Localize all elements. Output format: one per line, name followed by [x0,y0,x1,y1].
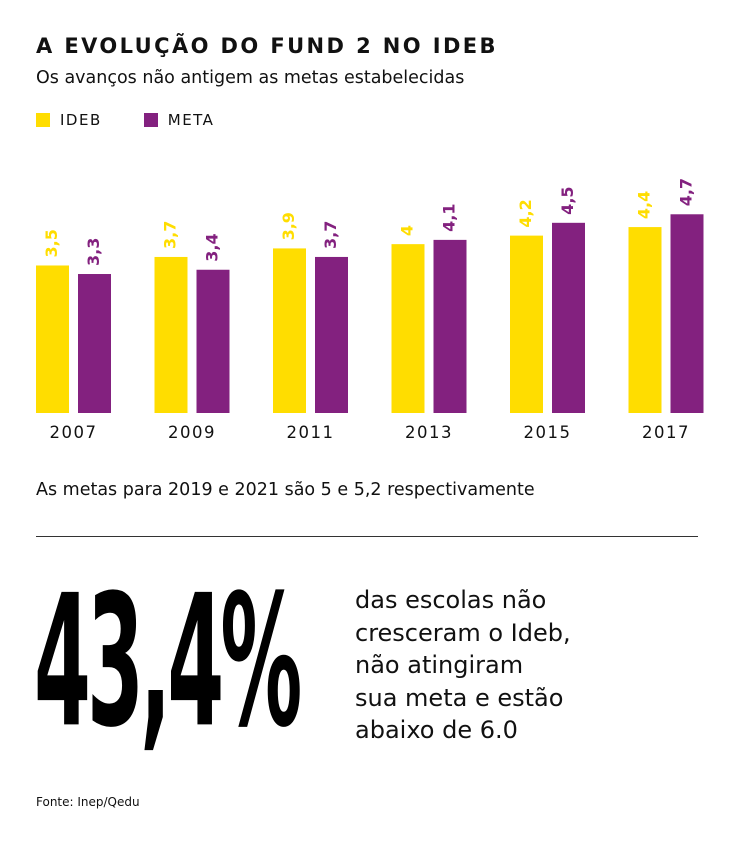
goals-note: As metas para 2019 e 2021 são 5 e 5,2 re… [36,480,535,500]
stat-line: das escolas não [355,586,547,614]
data-label-ideb-2017: 4,4 [635,191,654,219]
bar-meta-2013 [433,239,467,413]
data-label-meta-2007: 3,3 [84,238,103,266]
data-label-ideb-2011: 3,9 [279,212,298,240]
bar-ideb-2007 [36,265,69,413]
bar-ideb-2009 [154,256,188,413]
stat-line: abaixo de 6.0 [355,716,518,744]
bar-meta-2015 [552,222,585,413]
bar-chart: 3,5 3,3 2007 3,7 3,4 2009 3,9 3,7 2011 4 4,1 2013 4,… [36,178,704,442]
bar-ideb-2011 [273,248,306,413]
legend-label-ideb: IDEB [60,111,102,129]
chart-subtitle: Os avanços não antigem as metas estabele… [36,68,465,88]
data-label-meta-2013: 4,1 [440,204,459,232]
data-label-ideb-2013: 4 [398,225,417,236]
source-credit: Fonte: Inep/Qedu [36,795,140,809]
bar-meta-2017 [670,214,704,413]
x-tick-label-2013: 2013 [405,423,453,442]
stat-line: cresceram o Ideb, [355,618,571,647]
x-tick-label-2011: 2011 [287,423,335,442]
legend-swatch-ideb [36,113,50,127]
data-label-meta-2009: 3,4 [203,233,222,261]
stat-line: sua meta e estão [355,683,564,712]
bar-ideb-2015 [510,235,543,413]
x-tick-label-2009: 2009 [168,423,216,442]
legend-swatch-meta [143,113,158,127]
data-label-ideb-2009: 3,7 [161,221,180,249]
chart-title: A EVOLUÇÃO DO FUND 2 NO IDEB [36,34,498,58]
big-stat-value: 43,4% [34,556,302,768]
x-tick-label-2015: 2015 [524,423,572,442]
divider-line [36,536,698,537]
bar-meta-2007 [78,274,111,413]
data-label-meta-2015: 4,5 [558,186,577,214]
bar-meta-2009 [196,269,230,413]
bar-meta-2011 [315,256,348,413]
data-label-meta-2017: 4,7 [677,178,696,206]
x-tick-label-2007: 2007 [50,423,98,442]
legend-item-meta: META [143,111,215,129]
legend-label-meta: META [167,111,215,129]
legend: IDEB META [36,111,214,129]
bar-ideb-2013 [391,244,425,413]
data-label-meta-2011: 3,7 [321,221,340,249]
stat-description: das escolas não cresceram o Ideb, não at… [355,584,715,747]
stat-line: não atingiram [355,651,524,679]
legend-item-ideb: IDEB [36,111,102,129]
data-label-ideb-2015: 4,2 [516,199,535,227]
data-label-ideb-2007: 3,5 [42,229,61,257]
bar-ideb-2017 [628,227,662,413]
x-tick-label-2017: 2017 [642,423,690,442]
